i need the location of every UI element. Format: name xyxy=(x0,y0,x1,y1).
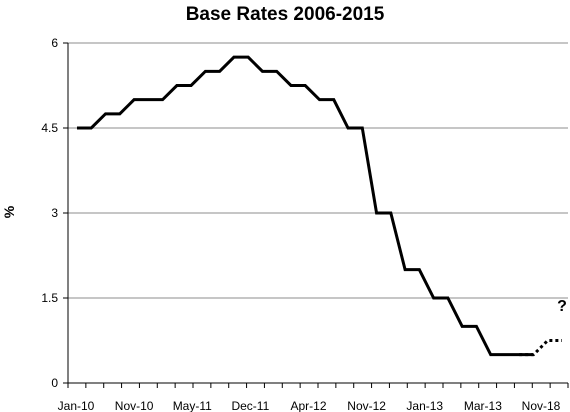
y-tick-label: 3 xyxy=(51,206,58,220)
x-tick-label: Apr-12 xyxy=(290,399,326,412)
y-tick-label: 6 xyxy=(51,36,58,50)
x-tick-label: Nov-10 xyxy=(115,399,154,412)
series-line-forecast xyxy=(519,339,562,357)
x-tick-labels: Jan-10 Nov-10 May-11 Dec-11 Apr-12 Nov-12 Jan-… xyxy=(58,399,561,412)
y-axis-label: % xyxy=(1,205,17,218)
x-tick-label: Nov-12 xyxy=(347,399,386,412)
chart-title: Base Rates 2006-2015 xyxy=(185,4,385,25)
series-lines xyxy=(77,55,562,357)
x-tick-label: Nov-18 xyxy=(522,399,561,412)
y-tick-label: 1.5 xyxy=(41,291,58,305)
forecast-annotation: ? xyxy=(557,298,567,315)
axes xyxy=(67,43,569,388)
y-tick-labels: 0 1.5 3 4.5 6 xyxy=(41,36,58,390)
x-tick-label: Dec-11 xyxy=(231,399,269,412)
y-tick-label: 0 xyxy=(51,376,58,390)
x-tick-label: Mar-13 xyxy=(464,399,502,412)
grid-lines xyxy=(63,42,568,384)
x-tick-label: Jan-13 xyxy=(406,399,443,412)
x-tick-label: Jan-10 xyxy=(58,399,95,412)
x-tick-label: May-11 xyxy=(173,399,212,412)
series-line-actual xyxy=(77,55,534,357)
y-tick-label: 4.5 xyxy=(41,121,58,135)
